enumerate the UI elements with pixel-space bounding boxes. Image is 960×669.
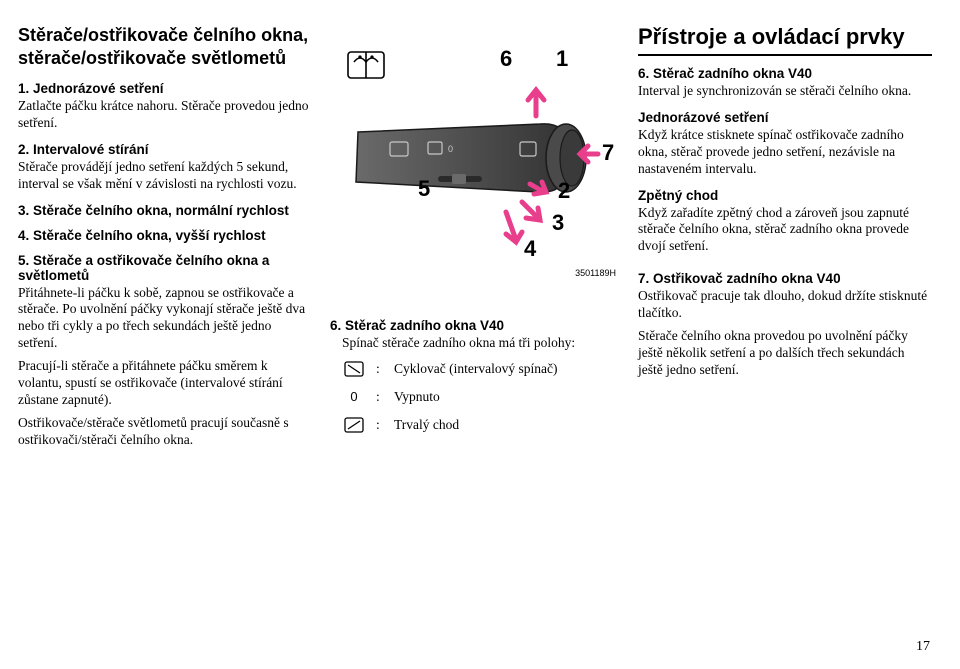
right-p-zpet: Když zařadíte zpětný chod a zároveň jsou… <box>638 205 932 256</box>
label-1: 1 <box>556 46 568 71</box>
label-6: 6 <box>500 46 512 71</box>
diagram-code: 3501189H <box>575 268 616 278</box>
right-h-zpet: Zpětný chod <box>638 188 932 203</box>
rear-wiper-continuous-icon <box>342 414 366 436</box>
right-h7: 7. Ostřikovač zadního okna V40 <box>638 271 932 286</box>
item5-body1: Přitáhnete-li páčku k sobě, zapnou se os… <box>18 285 312 353</box>
left-column: Stěrače/ostřikovače čelního okna, stěrač… <box>18 24 312 624</box>
label-5: 5 <box>418 176 430 201</box>
right-column: Přístroje a ovládací prvky 6. Stěrač zad… <box>638 24 932 624</box>
item1-body: Zatlačte páčku krátce nahoru. Stěrače pr… <box>18 98 312 132</box>
right-p-jedno: Když krátce stisknete spínač ostřikovače… <box>638 127 932 178</box>
label-4: 4 <box>524 236 537 261</box>
page-number: 17 <box>916 639 930 655</box>
mid6-subtitle: Spínač stěrače zadního okna má tři poloh… <box>342 335 620 352</box>
left-title: Stěrače/ostřikovače čelního okna, stěrač… <box>18 24 312 69</box>
row-label: Vypnuto <box>394 389 632 405</box>
page-header: Přístroje a ovládací prvky <box>638 24 932 56</box>
row-label: Trvalý chod <box>394 417 632 433</box>
table-row: : Trvalý chod <box>342 414 632 436</box>
label-7: 7 <box>602 140 614 165</box>
wiper-stalk-diagram: 0 6 1 7 5 2 3 4 <box>330 24 620 304</box>
item2-heading: 2. Intervalové stírání <box>18 142 312 157</box>
right-p7b: Stěrače čelního okna provedou po uvolněn… <box>638 328 932 379</box>
svg-text:0: 0 <box>448 144 453 154</box>
table-row: : Cyklovač (intervalový spínač) <box>342 358 632 380</box>
label-3: 3 <box>552 210 564 235</box>
mid-heading-6: 6. Stěrač zadního okna V40 <box>330 318 620 333</box>
item1-heading: 1. Jednorázové setření <box>18 81 312 96</box>
item2-body: Stěrače provádějí jedno setření každých … <box>18 159 312 193</box>
item5-body3: Ostřikovače/stěrače světlometů pracují s… <box>18 415 312 449</box>
row-label: Cyklovač (intervalový spínač) <box>394 361 632 377</box>
item5-body2: Pracují-li stěrače a přitáhnete páčku sm… <box>18 358 312 409</box>
item3-heading: 3. Stěrače čelního okna, normální rychlo… <box>18 203 312 218</box>
label-2: 2 <box>558 178 570 203</box>
middle-column: 0 6 1 7 5 2 3 4 <box>330 24 620 624</box>
rear-wiper-interval-icon <box>342 358 366 380</box>
rear-wiper-off-icon: 0 <box>342 386 366 408</box>
right-h6: 6. Stěrač zadního okna V40 <box>638 66 932 81</box>
right-p7a: Ostřikovač pracuje tak dlouho, dokud drž… <box>638 288 932 322</box>
table-row: 0 : Vypnuto <box>342 386 632 408</box>
item4-heading: 4. Stěrače čelního okna, vyšší rychlost <box>18 228 312 243</box>
right-h-jedno: Jednorázové setření <box>638 110 932 125</box>
item5-heading: 5. Stěrače a ostřikovače čelního okna a … <box>18 253 312 283</box>
switch-positions-table: : Cyklovač (intervalový spínač) 0 : Vypn… <box>342 358 632 436</box>
right-p6a: Interval je synchronizován se stěrači če… <box>638 83 932 100</box>
